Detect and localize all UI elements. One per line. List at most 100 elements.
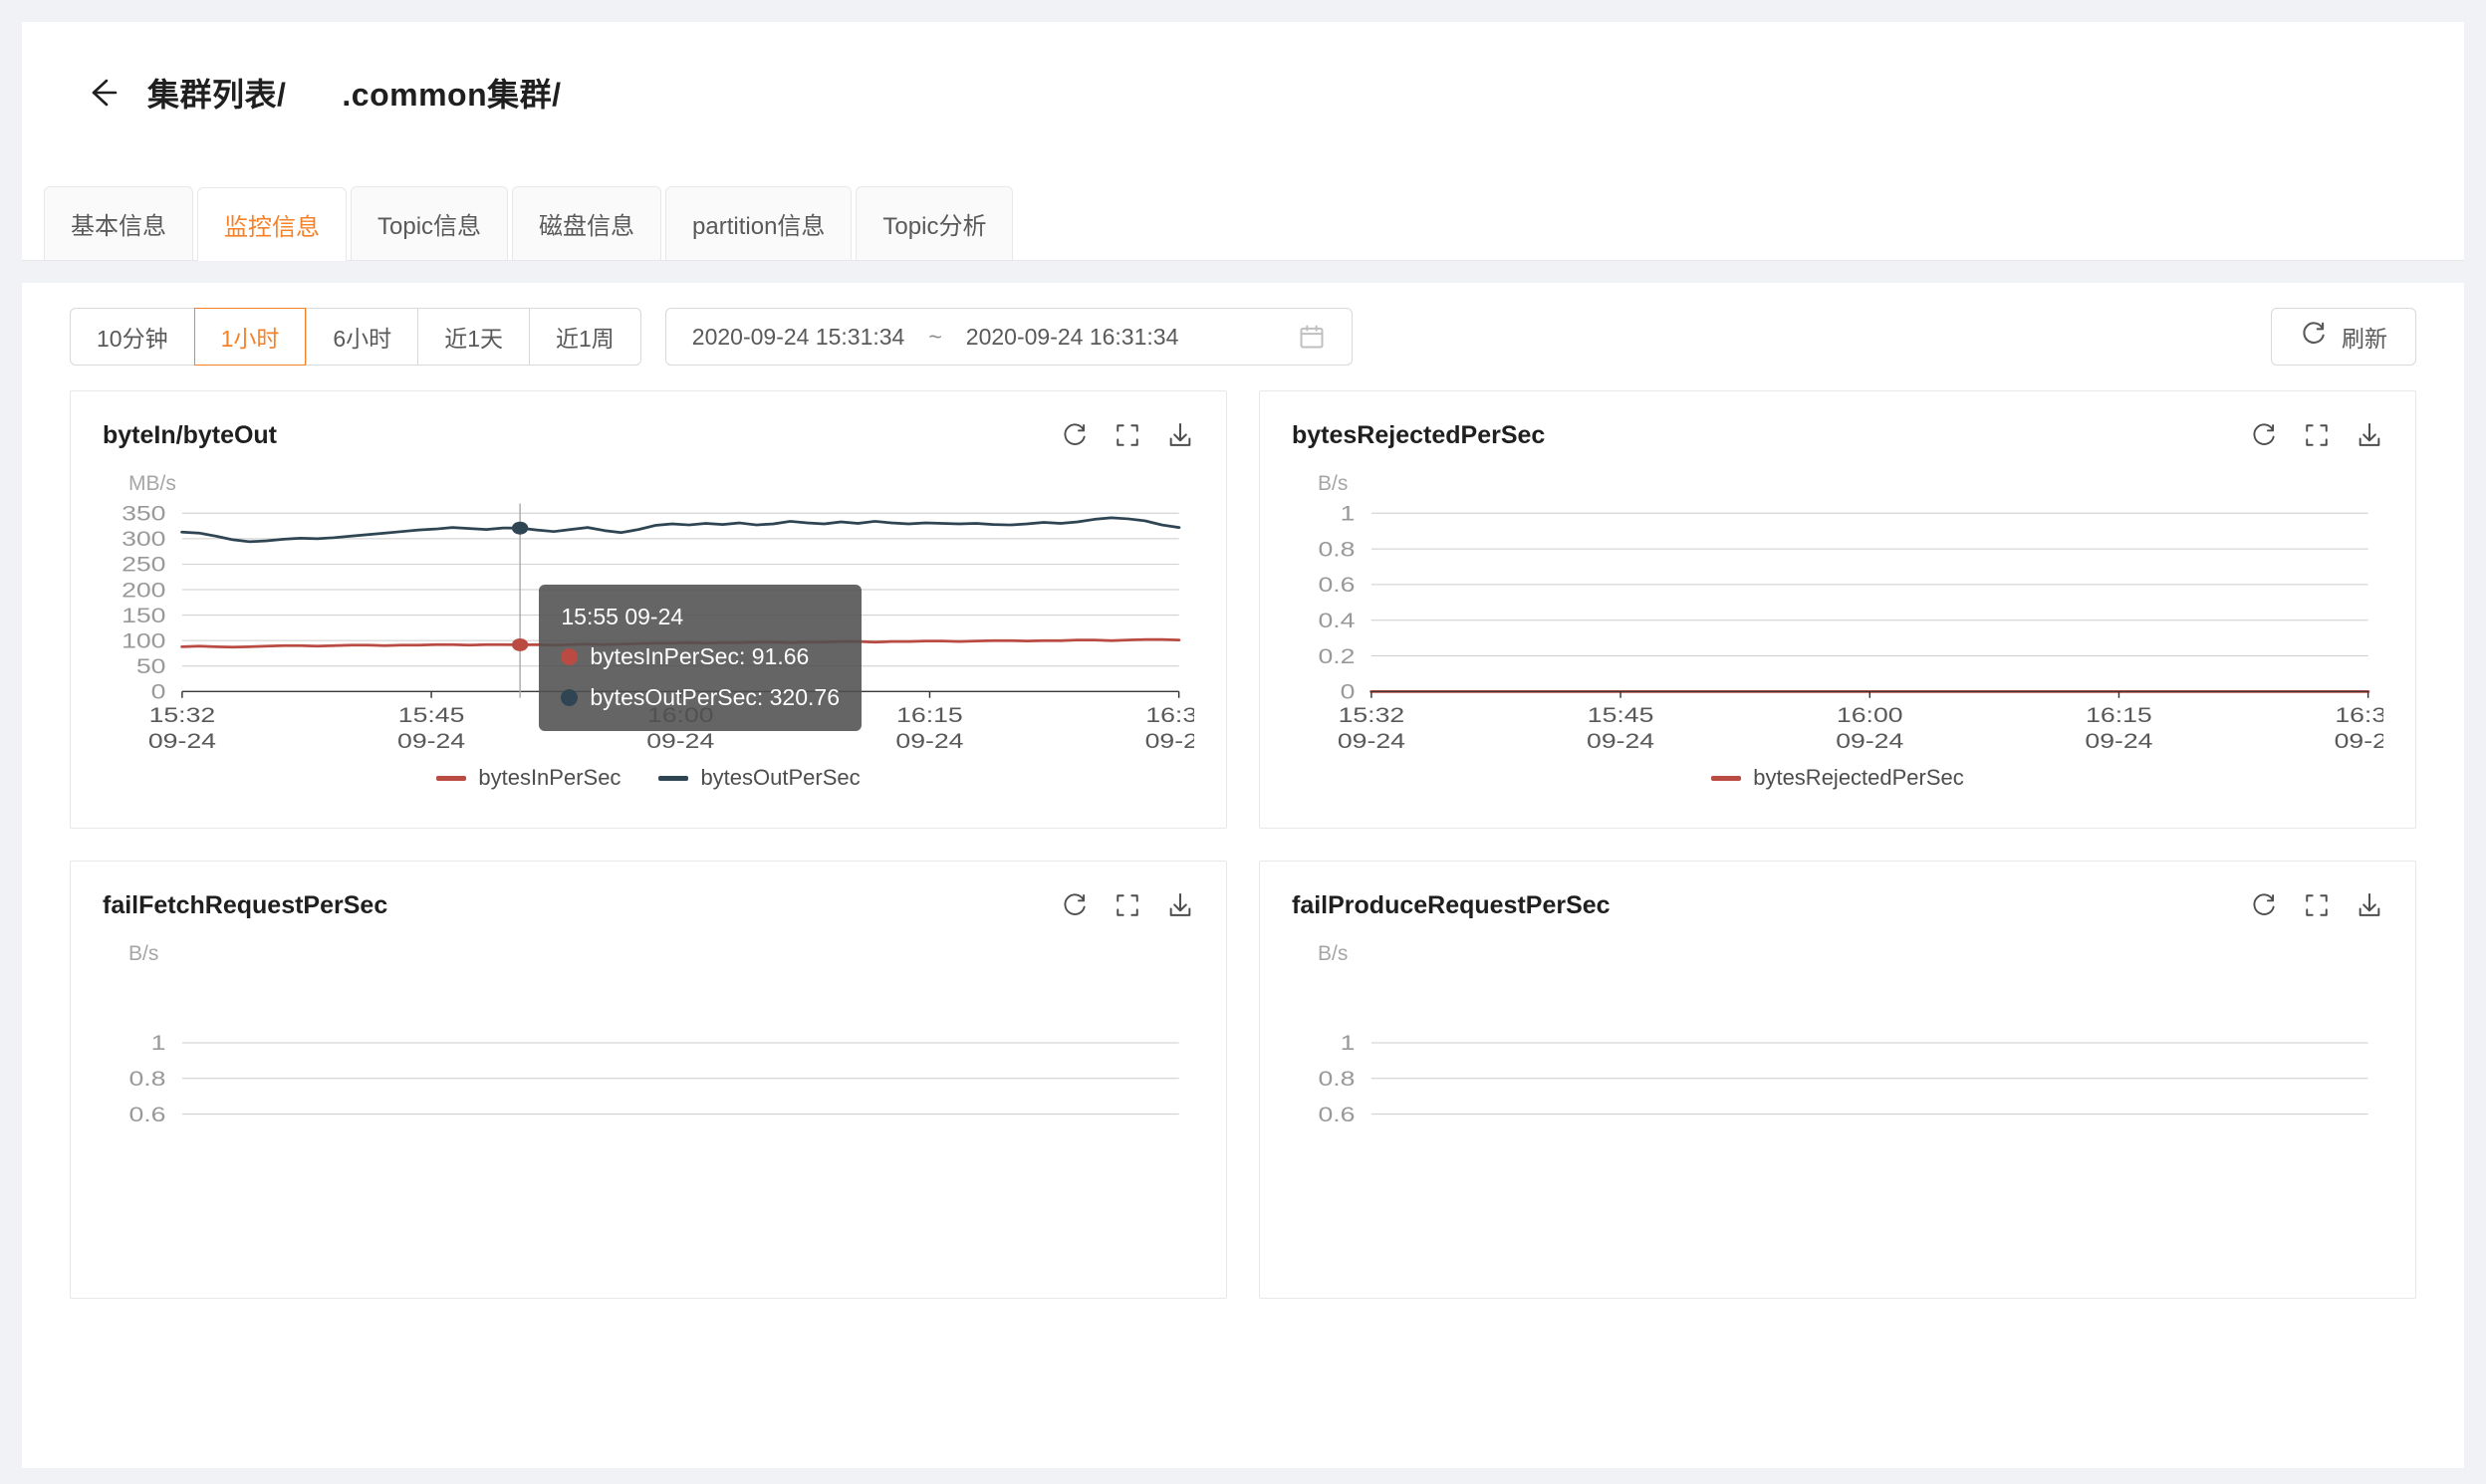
range-button-1hour[interactable]: 1小时 xyxy=(193,308,307,366)
svg-text:09-24: 09-24 xyxy=(1338,729,1405,751)
chart-card-byte-in-out: byteIn/byteOut MB/s 0 50 100 1 xyxy=(70,390,1227,829)
chart-title: failProduceRequestPerSec xyxy=(1292,891,1611,919)
range-button-10min[interactable]: 10分钟 xyxy=(70,308,194,366)
time-range-group: 10分钟 1小时 6小时 近1天 近1周 xyxy=(70,308,641,366)
svg-text:0: 0 xyxy=(151,680,166,704)
svg-text:09-24: 09-24 xyxy=(895,729,963,751)
svg-text:300: 300 xyxy=(122,528,165,552)
legend-label: bytesRejectedPerSec xyxy=(1753,765,1964,790)
breadcrumb-segment-cluster-list[interactable]: 集群列表/ xyxy=(147,77,287,113)
tab-partition-info[interactable]: partition信息 xyxy=(665,186,853,260)
legend-item-bytes-out[interactable]: bytesOutPerSec xyxy=(658,765,861,791)
y-tick-labels: 0 0.2 0.4 0.6 0.8 1 xyxy=(1318,502,1355,704)
line-chart-svg: 1 0.8 0.6 xyxy=(1318,1032,2368,1126)
card-header: bytesRejectedPerSec xyxy=(1292,421,2383,450)
refresh-icon[interactable] xyxy=(1061,891,1089,919)
download-icon[interactable] xyxy=(1166,891,1194,919)
svg-text:0.6: 0.6 xyxy=(1318,1103,1355,1126)
tab-disk-info[interactable]: 磁盘信息 xyxy=(512,186,662,260)
range-button-1week[interactable]: 近1周 xyxy=(528,308,641,366)
svg-text:15:32: 15:32 xyxy=(1339,704,1405,728)
card-header: byteIn/byteOut xyxy=(103,421,1194,450)
card-header: failProduceRequestPerSec xyxy=(1292,891,2383,920)
svg-text:0.2: 0.2 xyxy=(1318,644,1355,668)
svg-text:1: 1 xyxy=(1341,1032,1356,1056)
grid-lines xyxy=(1370,512,2368,692)
date-range-start[interactable]: 2020-09-24 15:31:34 xyxy=(691,323,905,350)
chart-legend: bytesRejectedPerSec xyxy=(1292,765,2383,791)
svg-text:1: 1 xyxy=(151,1032,166,1056)
breadcrumb: 集群列表/ .common集群/ xyxy=(147,70,602,116)
tab-monitor-info[interactable]: 监控信息 xyxy=(197,187,347,261)
legend-item-bytes-rejected[interactable]: bytesRejectedPerSec xyxy=(1711,765,1964,791)
refresh-button-label: 刷新 xyxy=(2342,326,2387,352)
refresh-button[interactable]: 刷新 xyxy=(2271,308,2416,366)
calendar-icon[interactable] xyxy=(1298,323,1326,351)
legend-label: bytesInPerSec xyxy=(478,765,622,790)
svg-text:09-24: 09-24 xyxy=(397,729,465,751)
svg-text:0.8: 0.8 xyxy=(1318,1068,1355,1092)
tab-basic-info[interactable]: 基本信息 xyxy=(44,186,193,260)
range-button-1day[interactable]: 近1天 xyxy=(417,308,529,366)
back-arrow-icon[interactable] xyxy=(80,70,125,116)
svg-text:150: 150 xyxy=(122,604,165,627)
svg-text:09-24: 09-24 xyxy=(1587,729,1654,751)
line-chart-svg: 1 0.8 0.6 xyxy=(128,1032,1179,1126)
svg-text:15:45: 15:45 xyxy=(398,704,465,728)
fullscreen-icon[interactable] xyxy=(1115,892,1140,918)
fullscreen-icon[interactable] xyxy=(1115,422,1140,448)
plot-area: 0 50 100 150 200 250 300 350 15:32 09-24 15:45 09-… xyxy=(103,502,1194,751)
monitor-content-panel: 10分钟 1小时 6小时 近1天 近1周 2020-09-24 15:31:34… xyxy=(22,283,2464,1468)
x-tick-labels: 15:3209-2415:4509-2416:0009-2416:1509-24… xyxy=(148,704,1194,751)
tab-topic-info[interactable]: Topic信息 xyxy=(351,186,509,260)
y-tick-labels: 1 0.8 0.6 xyxy=(128,1032,165,1126)
toolbar: 10分钟 1小时 6小时 近1天 近1周 2020-09-24 15:31:34… xyxy=(22,283,2464,390)
fullscreen-icon[interactable] xyxy=(2304,892,2330,918)
svg-text:09-24: 09-24 xyxy=(2335,729,2383,751)
grid-lines xyxy=(181,512,1179,692)
svg-text:0.6: 0.6 xyxy=(128,1103,165,1126)
x-axis xyxy=(1370,690,2369,698)
svg-text:15:45: 15:45 xyxy=(1588,704,1654,728)
chart-title: bytesRejectedPerSec xyxy=(1292,421,1546,449)
breadcrumb-segment-cluster-name[interactable]: .common集群/ xyxy=(342,77,562,113)
chart-card-fail-fetch-request: failFetchRequestPerSec B/s xyxy=(70,861,1227,1299)
y-axis-unit: MB/s xyxy=(128,472,176,495)
svg-text:16:15: 16:15 xyxy=(2086,704,2152,728)
refresh-icon[interactable] xyxy=(2250,421,2278,449)
refresh-icon[interactable] xyxy=(1061,421,1089,449)
svg-text:200: 200 xyxy=(122,579,165,603)
svg-text:16:15: 16:15 xyxy=(896,704,963,728)
svg-text:350: 350 xyxy=(122,502,165,526)
date-range-picker[interactable]: 2020-09-24 15:31:34 ~ 2020-09-24 16:31:3… xyxy=(664,308,1353,366)
download-icon[interactable] xyxy=(2356,421,2383,449)
card-icon-group xyxy=(2250,891,2383,919)
svg-text:09-24: 09-24 xyxy=(646,729,714,751)
x-axis xyxy=(181,690,1180,698)
download-icon[interactable] xyxy=(1166,421,1194,449)
fullscreen-icon[interactable] xyxy=(2304,422,2330,448)
y-tick-labels: 1 0.8 0.6 xyxy=(1318,1032,1355,1126)
legend-swatch xyxy=(436,775,467,781)
chart-title: failFetchRequestPerSec xyxy=(103,891,388,919)
chart-card-fail-produce-request: failProduceRequestPerSec B/s xyxy=(1259,861,2416,1299)
download-icon[interactable] xyxy=(2356,891,2383,919)
card-icon-group xyxy=(1061,891,1194,919)
legend-item-bytes-in[interactable]: bytesInPerSec xyxy=(436,765,621,791)
svg-text:16:00: 16:00 xyxy=(1837,704,1903,728)
tab-topic-analysis[interactable]: Topic分析 xyxy=(856,186,1014,260)
y-axis-unit: B/s xyxy=(128,942,159,965)
svg-text:50: 50 xyxy=(136,655,166,679)
series-lines xyxy=(180,516,1181,649)
y-axis-unit: B/s xyxy=(1318,942,1349,965)
svg-text:09-24: 09-24 xyxy=(1836,729,1903,751)
refresh-icon[interactable] xyxy=(2250,891,2278,919)
svg-text:0.8: 0.8 xyxy=(1318,538,1355,562)
svg-text:0.6: 0.6 xyxy=(1318,574,1355,598)
legend-swatch xyxy=(1711,775,1742,781)
svg-text:09-24: 09-24 xyxy=(148,729,216,751)
date-range-end[interactable]: 2020-09-24 16:31:34 xyxy=(965,323,1179,350)
range-button-6hour[interactable]: 6小时 xyxy=(306,308,418,366)
